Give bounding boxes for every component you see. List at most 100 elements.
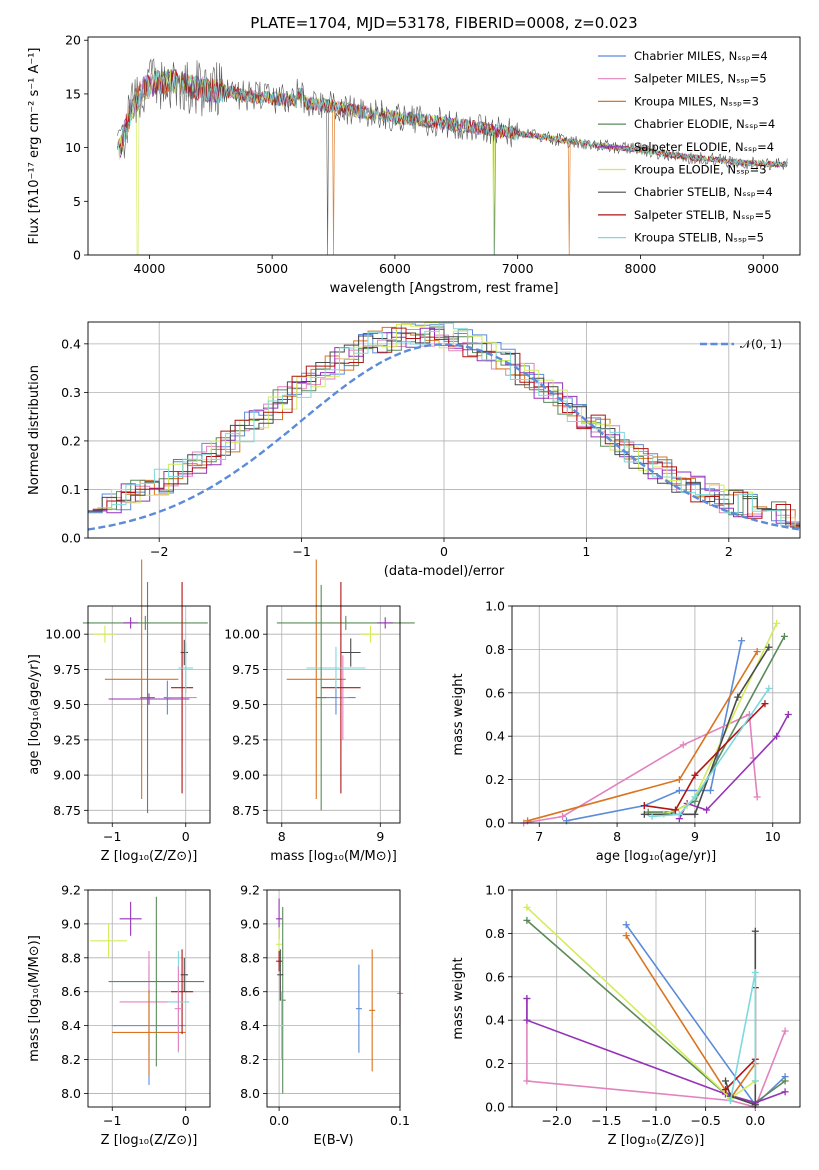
panel-mass_vs_ebv: 0.0 0.1 8.0 8.2 8.4 8.6 8.8 9.0 9.2 E(B-V): [240, 883, 410, 1149]
y-tick-label: 1.0: [485, 883, 505, 898]
y-axis-label: mass [log₁₀(M/M⊙)]: [27, 935, 42, 1062]
y-tick-label: 9.0: [240, 916, 260, 931]
y-tick-label: 10.00: [45, 627, 81, 642]
y-tick-label: 1.0: [485, 599, 505, 614]
y-tick-label: 9.50: [53, 697, 81, 712]
spectrum-line-salpeter_stelib: [117, 71, 788, 168]
x-tick-label: −1: [292, 544, 310, 559]
y-tick-label: 0.2: [485, 772, 505, 787]
x-tick-label: −1.0: [641, 1113, 671, 1128]
weight-point-salpeter_elodie: [703, 806, 711, 814]
points-mass_vs_ebv: [276, 898, 403, 1094]
legend-entry: Salpeter STELIB, Nₛₛₚ=5: [634, 208, 772, 222]
weight-point-kroupa_stelib: [648, 812, 656, 820]
weight-point-salpeter_stelib: [671, 806, 679, 814]
x-tick-label: 0.0: [269, 1113, 289, 1128]
weight-point-chabrier_stelib: [734, 693, 742, 701]
legend-entry: Kroupa MILES, Nₛₛₚ=3: [634, 94, 759, 108]
y-tick-label: 8.8: [240, 950, 260, 965]
y-tick-label: 0.4: [61, 336, 81, 351]
y-tick-label: 9.25: [53, 732, 81, 747]
y-tick-label: 9.50: [232, 697, 260, 712]
legend-entry: Kroupa STELIB, Nₛₛₚ=5: [634, 231, 764, 245]
weight-point-salpeter_elodie: [523, 1016, 531, 1024]
y-tick-label: 0.1: [61, 482, 81, 497]
panel-residuals: −2 −1 0 1 2 0.0 0.1 0.2 0.3 0.4 (data-model)/error…: [27, 322, 801, 579]
points-mass_vs_z: [90, 896, 205, 1085]
weight-point-chabrier_stelib: [691, 810, 699, 818]
x-axis-label: E(B-V): [313, 1133, 353, 1148]
x-tick-label: −1: [103, 829, 121, 844]
y-tick-label: 8.75: [232, 803, 260, 818]
y-tick-label: 0.6: [485, 685, 505, 700]
x-tick-label: −0.5: [690, 1113, 720, 1128]
series-weight_vs_z: [523, 903, 789, 1111]
y-tick-label: 15: [65, 86, 81, 101]
x-tick-label: −1: [103, 1113, 121, 1128]
plot-frame: [87, 36, 801, 256]
weight-line-salpeter_stelib: [724, 987, 757, 1091]
histogram-kroupa_elodie: [97, 322, 800, 527]
weight-point-salpeter_stelib: [761, 700, 769, 708]
y-axis-label: age [log₁₀(age/yr)]: [27, 654, 42, 775]
weight-point-salpeter_miles: [753, 793, 761, 801]
x-tick-label: −2.0: [542, 1113, 572, 1128]
weight-point-chabrier_stelib: [751, 927, 759, 935]
weight-point-salpeter_miles: [679, 741, 687, 749]
y-tick-label: 9.25: [232, 732, 260, 747]
weight-point-kroupa_miles: [753, 648, 761, 656]
spectra: [117, 58, 788, 255]
weight-point-chabrier_stelib: [765, 643, 773, 651]
weight-point-kroupa_stelib: [751, 1077, 759, 1085]
y-tick-label: 0.0: [485, 1100, 505, 1115]
y-tick-label: 8.0: [61, 1086, 81, 1101]
y-tick-label: 0.6: [485, 969, 505, 984]
weight-point-salpeter_stelib: [640, 802, 648, 810]
ticks-age_vs_z: −1 0 8.75 9.00 9.25 9.50 9.75 10.00: [45, 606, 210, 844]
chart-title: PLATE=1704, MJD=53178, FIBERID=0008, z=0…: [250, 14, 637, 32]
plot-frame: [511, 889, 801, 1108]
panel-age_vs_mass: 8 9 8.75 9.00 9.25 9.50 9.75 10.00 mass [log₁₀(M…: [224, 559, 415, 864]
weight-point-kroupa_miles: [675, 776, 683, 784]
y-tick-label: 0.4: [485, 1013, 505, 1028]
x-tick-label: 0.0: [745, 1113, 765, 1128]
plot-frame: [87, 605, 211, 824]
weight-point-chabrier_miles: [675, 786, 683, 794]
y-tick-label: 9.75: [232, 662, 260, 677]
plot-frame: [266, 889, 401, 1108]
y-tick-label: 8.4: [61, 1018, 81, 1033]
panel-weight_vs_age: 7 8 9 10 0.0 0.2 0.4 0.6 0.8 1.0 age [log₁₀(age/yr…: [451, 599, 800, 864]
spectrum-line-kroupa_stelib: [117, 70, 788, 169]
x-axis-label: (data-model)/error: [384, 564, 505, 579]
y-tick-label: 10.00: [224, 627, 260, 642]
x-tick-label: 9: [691, 829, 699, 844]
x-tick-label: 8: [613, 829, 621, 844]
weight-point-kroupa_stelib: [751, 968, 759, 976]
ticks-spectrum: 4000 5000 6000 7000 8000 9000 0 5 10 15 20: [65, 33, 779, 276]
y-tick-label: 20: [65, 33, 81, 48]
y-tick-label: 8.2: [61, 1052, 81, 1067]
x-tick-label: 0: [440, 544, 448, 559]
x-axis-label: mass [log₁₀(M/M⊙)]: [270, 849, 397, 864]
x-tick-label: 9000: [747, 261, 779, 276]
weight-point-chabrier_stelib: [722, 1077, 730, 1085]
weight-point-kroupa_stelib: [726, 1096, 734, 1104]
histogram-chabrier_stelib: [88, 328, 800, 527]
x-axis-label: Z [log₁₀(Z/Z⊙)]: [101, 1133, 198, 1148]
weight-point-salpeter_elodie: [523, 995, 531, 1002]
legend-entry: Salpeter MILES, Nₛₛₚ=5: [634, 72, 767, 86]
histogram-kroupa_miles: [97, 326, 800, 526]
y-tick-label: 8.8: [61, 950, 81, 965]
x-tick-label: 0: [182, 1113, 190, 1128]
y-tick-label: 9.75: [53, 662, 81, 677]
y-tick-label: 10: [65, 140, 81, 155]
y-tick-label: 9.2: [61, 883, 81, 898]
panel-spectrum: 4000 5000 6000 7000 8000 9000 0 5 10 15 20 waveleng…: [27, 33, 788, 296]
y-axis-label: mass weight: [451, 957, 466, 1039]
y-tick-label: 0.0: [61, 531, 81, 546]
panel-weight_vs_z: −2.0 −1.5 −1.0 −0.5 0.0 0.0 0.2 0.4 0.6 0.8 1.0 Z […: [451, 883, 800, 1148]
points-age_vs_z: [82, 559, 208, 814]
weight-point-salpeter_elodie: [781, 1088, 789, 1096]
y-tick-label: 5: [73, 194, 81, 209]
